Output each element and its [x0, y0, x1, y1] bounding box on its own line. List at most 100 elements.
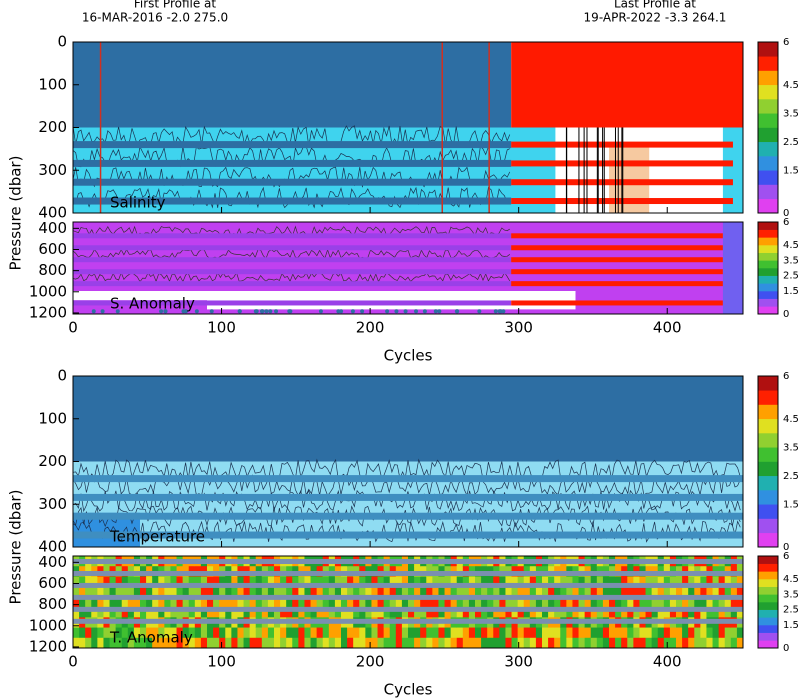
- field-cell: [298, 627, 305, 639]
- colorbar-swatch: [758, 617, 778, 626]
- field-cell: [188, 627, 196, 639]
- field-cell: [676, 637, 683, 649]
- field-cell: [475, 627, 482, 639]
- field-cell: [651, 637, 659, 649]
- field-cell: [176, 576, 184, 588]
- colorbar-label: 1.5: [783, 499, 799, 510]
- field-cell: [371, 596, 379, 608]
- field-cell: [676, 607, 683, 618]
- field-cell: [170, 586, 178, 598]
- y-tick-label: 600: [38, 240, 67, 258]
- field-cell: [182, 607, 190, 618]
- field-cell: [127, 637, 135, 649]
- y-axis-label: Pressure (dbar): [7, 490, 25, 605]
- field-cell: [255, 627, 263, 639]
- field-cell: [207, 607, 214, 618]
- stripe: [73, 570, 743, 576]
- field-cell: [663, 576, 671, 588]
- field-cell: [207, 576, 214, 588]
- field-cell: [663, 607, 671, 618]
- field-cell: [328, 637, 336, 649]
- field-cell: [572, 607, 580, 618]
- field-cell: [682, 607, 689, 618]
- field-cell: [621, 637, 628, 649]
- dot: [336, 309, 341, 314]
- colorbar-label: 1.5: [783, 286, 799, 297]
- field-cell: [115, 637, 123, 649]
- field-cell: [535, 576, 543, 588]
- field-cell: [669, 637, 677, 649]
- field-cell: [164, 627, 171, 639]
- field-cell: [639, 586, 647, 598]
- field-cell: [420, 586, 427, 598]
- field-cell: [261, 586, 269, 598]
- field-cell: [511, 637, 519, 649]
- field-cell: [140, 637, 147, 649]
- colorbar-swatch: [758, 418, 778, 434]
- field-cell: [542, 586, 549, 598]
- stripe: [511, 245, 723, 251]
- stripe: [73, 606, 743, 612]
- field-cell: [596, 586, 604, 598]
- field-cell: [200, 607, 208, 618]
- dot: [115, 309, 120, 314]
- colorbar-swatch: [758, 291, 778, 299]
- field-cell: [548, 637, 555, 649]
- field-cell: [365, 607, 372, 618]
- last-info: 19-APR-2022 -3.3 264.1: [584, 11, 727, 25]
- field-cell: [176, 607, 184, 618]
- colorbar-swatch: [758, 306, 778, 315]
- streak: [602, 127, 604, 213]
- field-cell: [133, 607, 141, 618]
- field-cell: [730, 576, 738, 588]
- dot: [254, 309, 259, 314]
- field-cell: [231, 607, 238, 618]
- field-cell: [97, 627, 104, 639]
- field-cell: [475, 586, 482, 598]
- field-cell: [718, 637, 726, 649]
- colorbar-swatch: [758, 99, 778, 114]
- field-cell: [578, 596, 586, 608]
- field-cell: [176, 596, 184, 608]
- field-cell: [566, 627, 573, 639]
- field-cell: [736, 627, 744, 639]
- field-cell: [225, 627, 232, 639]
- colorbar-label: 4.5: [783, 80, 799, 91]
- field-cell: [432, 586, 439, 598]
- field-cell: [657, 576, 665, 588]
- dot: [414, 309, 419, 314]
- field-cell: [146, 596, 153, 608]
- field-cell: [414, 586, 421, 598]
- field-cell: [328, 627, 336, 639]
- field-cell: [682, 637, 689, 649]
- field-cell: [633, 637, 640, 649]
- field-cell: [164, 637, 171, 649]
- field-cell: [237, 576, 245, 588]
- field-cell: [322, 627, 330, 639]
- field-cell: [511, 627, 519, 639]
- field-cell: [602, 637, 610, 649]
- field-cell: [152, 607, 159, 618]
- field-cell: [383, 627, 391, 639]
- field-cell: [188, 607, 196, 618]
- streak: [621, 127, 623, 213]
- field-cell: [493, 627, 500, 639]
- field-cell: [377, 607, 385, 618]
- field-cell: [609, 627, 616, 639]
- field-cell: [73, 607, 80, 618]
- field-cell: [316, 607, 324, 618]
- field-cell: [225, 576, 232, 588]
- colorbar-swatch: [758, 504, 778, 519]
- field-cell: [140, 586, 147, 598]
- field-cell: [706, 637, 714, 649]
- field-cell: [347, 576, 354, 588]
- field-cell: [170, 637, 178, 649]
- field-cell: [219, 586, 226, 598]
- field-cell: [602, 576, 610, 588]
- field-cell: [426, 627, 433, 639]
- field-cell: [121, 607, 129, 618]
- field-cell: [213, 607, 220, 618]
- y-tick-label: 300: [38, 495, 67, 513]
- field-cell: [682, 576, 689, 588]
- field-cell: [371, 627, 379, 639]
